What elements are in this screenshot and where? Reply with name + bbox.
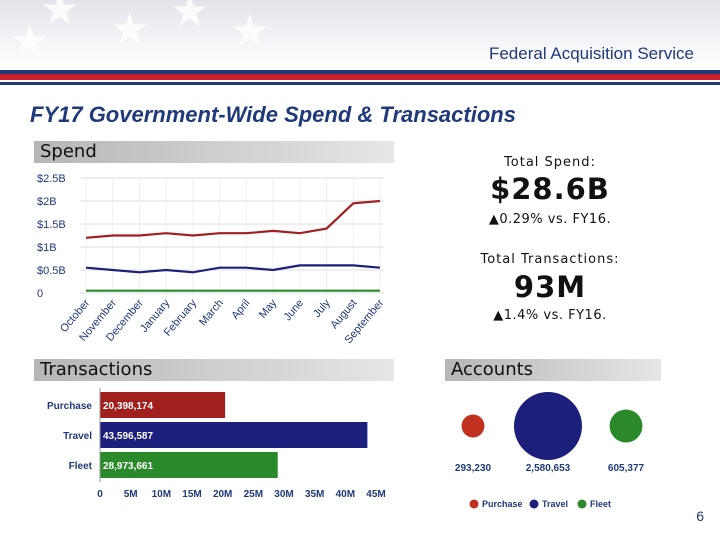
spend-series-line — [85, 264, 381, 274]
transactions-bar-value-label: 43,596,587 — [103, 431, 153, 442]
spend-y-tick-label: $2B — [37, 196, 57, 208]
star-decoration: ★ — [170, 0, 210, 36]
star-decoration: ★ — [10, 17, 50, 66]
transactions-category-label: Fleet — [69, 461, 93, 472]
page-number: 6 — [696, 508, 704, 524]
spend-y-tick-label: $0.5B — [37, 265, 66, 277]
agency-name: Federal Acquisition Service — [488, 44, 694, 63]
transactions-bar — [100, 452, 278, 478]
spend-y-tick-label: $1B — [37, 242, 57, 254]
accounts-legend-label: Travel — [542, 499, 568, 509]
spend-series-line — [85, 199, 381, 239]
transactions-bar-chart: Purchase 20,398,174 Travel 43,596,587 Fleet 2… — [47, 388, 386, 500]
transactions-x-tick-label: 45M — [366, 489, 385, 500]
transactions-x-tick-label: 25M — [244, 489, 263, 500]
star-decoration: ★ — [40, 0, 80, 34]
accounts-bubble-chart: 293,230 2,580,653 605,377 Purchase Travel Fle… — [455, 392, 645, 509]
accounts-value-label: 293,230 — [455, 463, 492, 474]
header-stripe — [0, 74, 720, 80]
transactions-x-tick-label: 35M — [305, 489, 324, 500]
total-transactions-delta: ▲1.4% vs. FY16. — [493, 308, 607, 323]
spend-x-tick-label: March — [197, 297, 226, 328]
total-transactions-value: 93M — [513, 270, 587, 304]
page-title: FY17 Government-Wide Spend & Transaction… — [30, 102, 516, 127]
header-stripe — [0, 70, 720, 74]
header-banner: ★ ★ ★ ★ ★ Federal Acquisition Service — [0, 0, 720, 70]
accounts-bubble — [461, 414, 485, 438]
header-stripe — [0, 80, 720, 82]
header-stripe — [0, 82, 720, 85]
spend-x-tick-label: June — [282, 297, 307, 323]
accounts-legend-label: Purchase — [482, 499, 523, 509]
spend-y-tick-label: 0 — [37, 288, 43, 300]
star-decoration: ★ — [110, 5, 150, 54]
spend-x-tick-label: July — [311, 297, 333, 320]
transactions-x-tick-label: 5M — [124, 489, 138, 500]
accounts-legend-marker — [529, 499, 539, 509]
accounts-legend-marker — [577, 499, 587, 509]
spend-line-chart: 0$0.5B$1B$1.5B$2B$2.5BOctoberNovemberDec… — [37, 173, 387, 346]
accounts-bubble — [514, 392, 582, 460]
transactions-section-header: Transactions — [34, 359, 394, 381]
total-transactions-label: Total Transactions: — [480, 252, 620, 267]
star-decoration: ★ — [230, 7, 270, 56]
spend-y-tick-label: $1.5B — [37, 219, 66, 231]
transactions-bar-value-label: 28,973,661 — [103, 461, 153, 472]
accounts-legend-label: Fleet — [590, 499, 611, 509]
transactions-bar — [100, 392, 226, 418]
transactions-x-tick-label: 0 — [97, 489, 103, 500]
spend-section-header: Spend — [34, 141, 394, 163]
accounts-legend-marker — [469, 499, 479, 509]
total-spend-value: $28.6B — [490, 172, 610, 206]
accounts-section-header: Accounts — [445, 359, 661, 381]
transactions-x-tick-label: 20M — [213, 489, 232, 500]
total-spend-label: Total Spend: — [504, 155, 596, 170]
transactions-x-tick-label: 10M — [152, 489, 171, 500]
transactions-x-tick-label: 30M — [274, 489, 293, 500]
transactions-x-tick-label: 40M — [336, 489, 355, 500]
transactions-bar-value-label: 20,398,174 — [103, 401, 153, 412]
transactions-bar — [100, 422, 368, 448]
spend-x-tick-label: May — [257, 297, 280, 321]
total-spend-delta: ▲0.29% vs. FY16. — [488, 212, 612, 227]
transactions-x-tick-label: 15M — [182, 489, 201, 500]
spend-x-tick-label: April — [229, 297, 252, 322]
accounts-value-label: 605,377 — [608, 463, 645, 474]
transactions-category-label: Travel — [63, 431, 92, 442]
transactions-category-label: Purchase — [47, 401, 92, 412]
accounts-bubble — [609, 409, 643, 443]
spend-y-tick-label: $2.5B — [37, 173, 66, 185]
accounts-value-label: 2,580,653 — [526, 463, 571, 474]
